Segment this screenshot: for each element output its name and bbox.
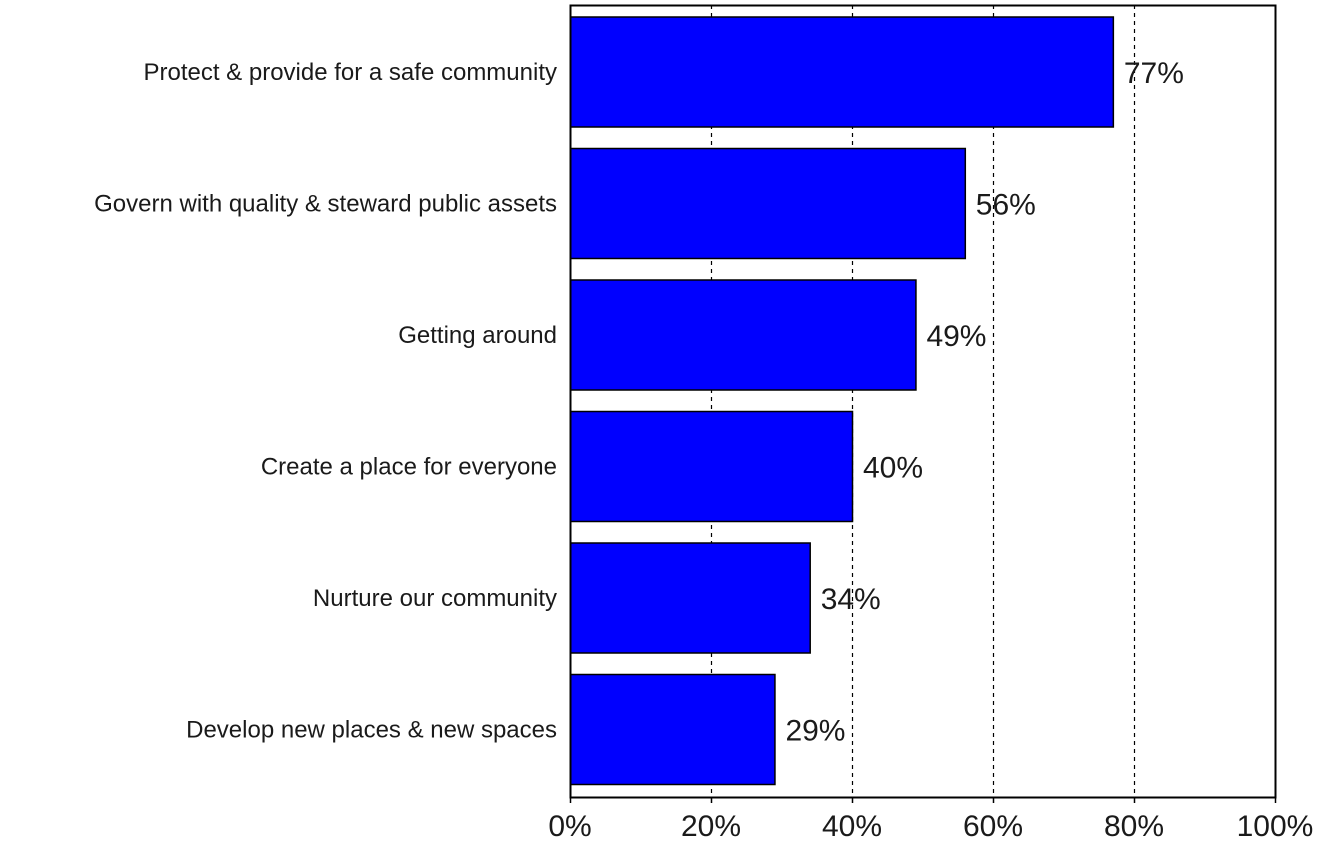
bar-3: [569, 279, 917, 391]
bar-2: [569, 147, 967, 260]
x-tick-label-40: 40%: [822, 810, 882, 841]
bar-1: [569, 16, 1115, 128]
category-label-5: Nurture our community: [313, 585, 557, 612]
category-label-6: Develop new places & new spaces: [186, 717, 557, 744]
x-tick-label-80: 80%: [1104, 810, 1164, 841]
category-label-1: Protect & provide for a safe community: [143, 59, 557, 86]
value-label-5: 34%: [821, 583, 881, 616]
x-tick-label-0: 0%: [548, 810, 591, 841]
plot-border: [569, 4, 1277, 799]
value-label-2: 56%: [976, 189, 1036, 222]
bars: [569, 16, 1115, 786]
value-label-3: 49%: [926, 320, 986, 353]
x-tick-label-20: 20%: [681, 810, 741, 841]
category-label-2: Govern with quality & steward public ass…: [94, 191, 557, 218]
value-label-1: 77%: [1124, 57, 1184, 90]
x-tick-labels: 0% 20% 40% 60% 80% 100%: [548, 810, 1314, 843]
x-tick-label-60: 60%: [963, 810, 1023, 841]
bar-4: [569, 410, 854, 523]
value-label-4: 40%: [863, 452, 923, 485]
value-labels: 77% 56% 49% 40% 34% 29%: [785, 57, 1183, 748]
gridlines: [710, 5, 1136, 797]
category-labels: Protect & provide for a safe community Go…: [94, 59, 557, 744]
bar-6: [569, 673, 776, 786]
plot-frame: [569, 4, 1277, 803]
value-label-6: 29%: [785, 715, 845, 748]
x-tick-label-100: 100%: [1237, 810, 1314, 841]
category-label-4: Create a place for everyone: [261, 454, 557, 481]
bar-5: [569, 542, 811, 654]
category-label-3: Getting around: [398, 322, 557, 349]
